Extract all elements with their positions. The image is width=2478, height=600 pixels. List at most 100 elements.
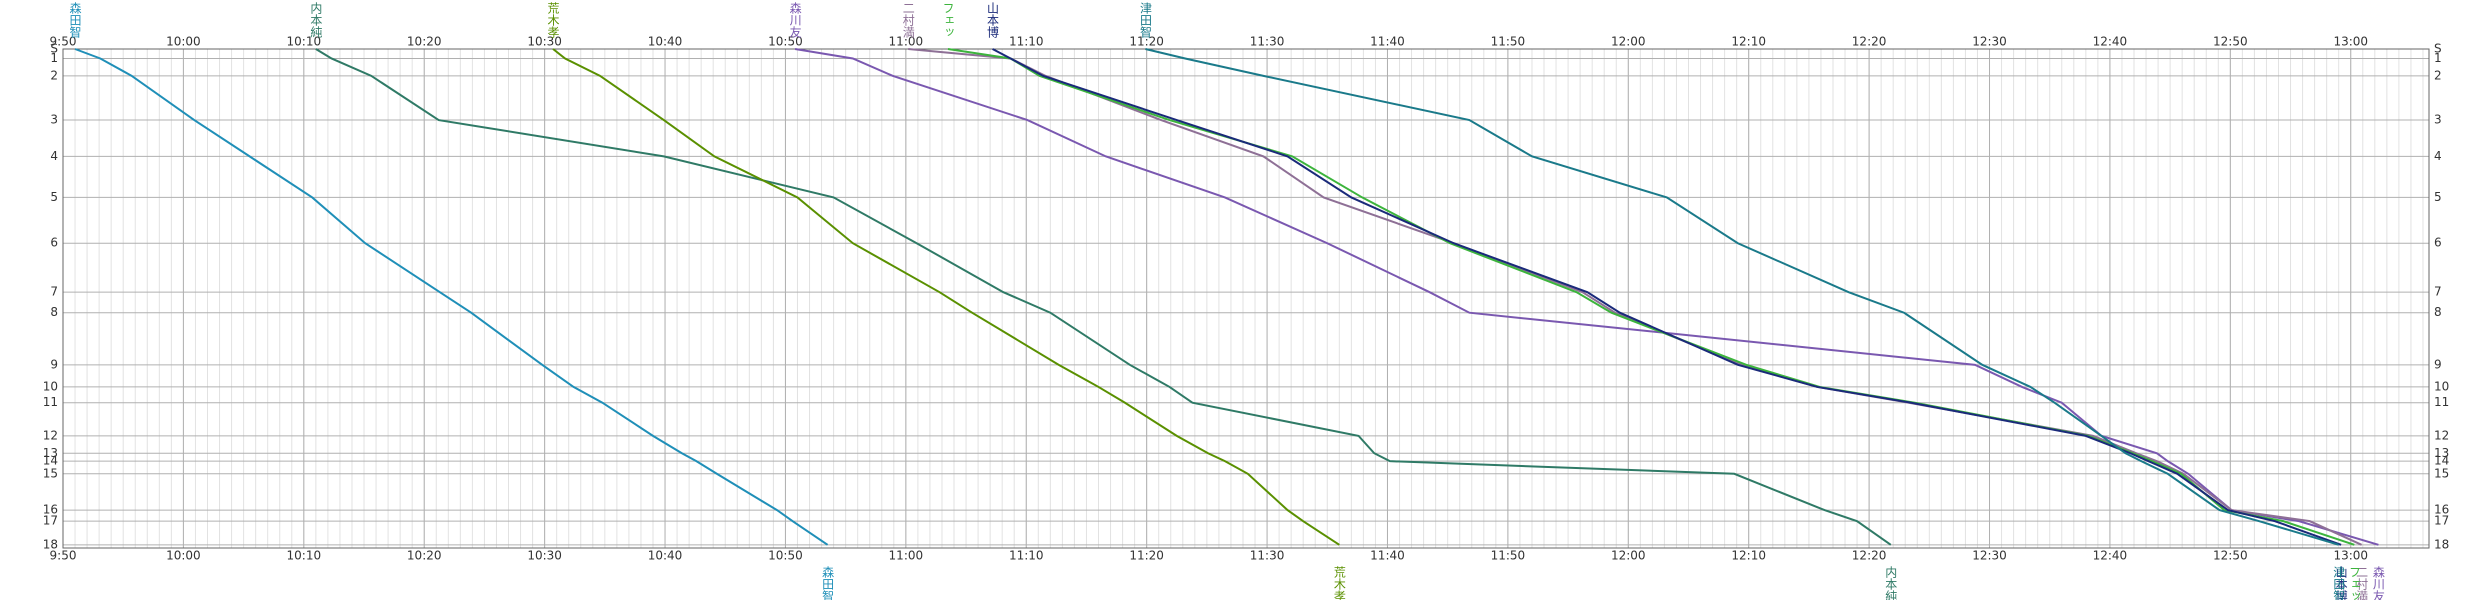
- x-tick-label: 11:50: [1491, 549, 1526, 563]
- x-tick-label: 10:40: [648, 35, 683, 49]
- y-tick-label: S: [2434, 42, 2442, 56]
- x-tick-label: 11:20: [1129, 549, 1164, 563]
- runner-name-start: 二村満: [901, 2, 915, 39]
- y-tick-label: 11: [2434, 395, 2449, 409]
- runner-name-end: 二村満: [2355, 566, 2369, 600]
- runner-name-end: 荒木孝: [1332, 566, 1346, 600]
- x-tick-label: 10:20: [407, 35, 442, 49]
- y-tick-label: 12: [43, 428, 58, 442]
- runner-name-start: 森川友: [788, 1, 802, 38]
- x-tick-label: 10:00: [166, 35, 201, 49]
- y-tick-label: 14: [2434, 454, 2449, 468]
- y-tick-label: 18: [43, 537, 58, 551]
- y-tick-label: 6: [50, 236, 58, 250]
- x-tick-label: 10:10: [287, 549, 322, 563]
- x-tick-label: 9:50: [50, 549, 77, 563]
- series-line: [552, 48, 1340, 546]
- y-tick-label: 16: [2434, 503, 2449, 517]
- x-tick-label: 12:20: [1852, 35, 1887, 49]
- y-tick-label: 11: [43, 395, 58, 409]
- x-tick-label: 10:40: [648, 549, 683, 563]
- y-tick-label: 10: [2434, 379, 2449, 393]
- y-tick-label: 3: [2434, 113, 2442, 127]
- y-tick-label: S: [50, 42, 58, 56]
- x-tick-label: 11:30: [1250, 35, 1285, 49]
- runner-name-end: 森田智: [821, 565, 835, 600]
- y-tick-label: 6: [2434, 236, 2442, 250]
- x-tick-label: 11:40: [1370, 35, 1405, 49]
- x-tick-label: 12:20: [1852, 549, 1887, 563]
- runner-name-start: 森田智: [68, 1, 82, 39]
- y-tick-label: 2: [2434, 68, 2442, 82]
- y-tick-label: 7: [2434, 285, 2442, 299]
- x-tick-label: 12:40: [2093, 35, 2128, 49]
- y-tick-label: 3: [50, 113, 58, 127]
- runner-name-end: 森川友: [2371, 565, 2385, 600]
- y-tick-label: 17: [2434, 514, 2449, 528]
- x-tick-label: 11:50: [1491, 35, 1526, 49]
- runner-name-start: フェッ: [941, 2, 955, 38]
- y-tick-label: 5: [2434, 190, 2442, 204]
- y-tick-label: 2: [50, 68, 58, 82]
- x-tick-label: 11:30: [1250, 549, 1285, 563]
- x-tick-label: 12:30: [1972, 35, 2007, 49]
- y-tick-label: 16: [43, 503, 58, 517]
- y-tick-label: 7: [50, 285, 58, 299]
- x-tick-label: 12:00: [1611, 35, 1646, 49]
- x-tick-label: 9:50: [50, 35, 77, 49]
- y-tick-label: 15: [2434, 466, 2449, 480]
- x-tick-label: 12:00: [1611, 549, 1646, 563]
- series-line: [992, 48, 2342, 546]
- y-tick-label: 13: [43, 446, 58, 460]
- runner-name-start: 内本純: [309, 2, 323, 38]
- x-tick-label: 12:30: [1972, 549, 2007, 563]
- y-tick-label: 18: [2434, 537, 2449, 551]
- x-tick-label: 12:10: [1731, 35, 1766, 49]
- series-line: [947, 48, 2355, 546]
- runner-name-end: 津田智: [2332, 566, 2346, 600]
- y-tick-label: 9: [50, 357, 58, 371]
- y-tick-label: 17: [43, 514, 58, 528]
- x-tick-label: 10:30: [527, 35, 562, 49]
- x-tick-label: 13:00: [2333, 35, 2368, 49]
- x-tick-label: 12:50: [2213, 549, 2248, 563]
- y-tick-label: 1: [50, 51, 58, 65]
- series-line: [794, 48, 2379, 546]
- series-line: [1145, 48, 2339, 546]
- y-tick-label: 14: [43, 454, 58, 468]
- x-tick-label: 11:10: [1009, 549, 1044, 563]
- y-tick-label: 10: [43, 379, 58, 393]
- y-tick-label: 4: [2434, 149, 2442, 163]
- x-tick-label: 12:10: [1731, 549, 1766, 563]
- y-tick-label: 8: [50, 305, 58, 319]
- x-tick-label: 10:50: [768, 35, 803, 49]
- y-tick-label: 4: [50, 149, 58, 163]
- series-line: [74, 48, 829, 546]
- runner-name-end: 山本博: [2334, 566, 2348, 600]
- x-tick-label: 11:00: [889, 35, 924, 49]
- series-line: [315, 48, 1892, 546]
- runner-name-start: 荒木孝: [546, 2, 560, 38]
- x-tick-label: 11:10: [1009, 35, 1044, 49]
- x-tick-label: 10:00: [166, 549, 201, 563]
- runner-name-start: 津田智: [1138, 2, 1152, 39]
- y-tick-label: 13: [2434, 446, 2449, 460]
- x-tick-label: 11:00: [889, 549, 924, 563]
- x-tick-label: 10:10: [287, 35, 322, 49]
- x-tick-label: 10:50: [768, 549, 803, 563]
- runner-name-end: フェッ: [2347, 566, 2361, 600]
- plot-frame: [62, 48, 2430, 549]
- y-tick-label: 12: [2434, 428, 2449, 442]
- runner-name-start: 山本博: [986, 2, 1000, 38]
- y-tick-label: 15: [43, 466, 58, 480]
- runner-name-end: 内本純: [1884, 566, 1898, 600]
- x-tick-label: 13:00: [2333, 549, 2368, 563]
- x-tick-label: 10:30: [527, 549, 562, 563]
- y-tick-label: 8: [2434, 305, 2442, 319]
- x-tick-label: 11:20: [1129, 35, 1164, 49]
- x-tick-label: 12:40: [2093, 549, 2128, 563]
- x-tick-label: 10:20: [407, 549, 442, 563]
- x-tick-label: 12:50: [2213, 35, 2248, 49]
